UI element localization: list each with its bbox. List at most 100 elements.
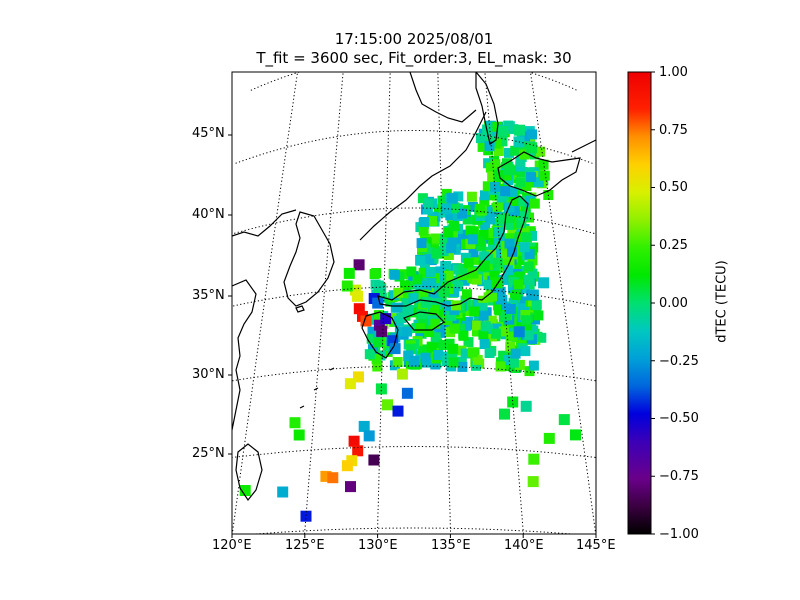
dtec-pixel [382, 346, 393, 357]
dtec-pixel [492, 257, 503, 268]
dtec-point [353, 303, 365, 315]
dtec-pixel [508, 124, 519, 135]
parallel-line [232, 446, 596, 459]
coastline-segment [313, 387, 319, 391]
dtec-point [507, 396, 519, 408]
dtec-pixel [501, 170, 512, 181]
dtec-pixel [449, 202, 460, 213]
dtec-pixel [521, 315, 531, 326]
dtec-pixel [487, 291, 497, 302]
dtec-pixel [484, 348, 495, 358]
dtec-pixel [480, 222, 491, 233]
dtec-pixel [510, 348, 521, 359]
dtec-pixel [505, 331, 516, 342]
dtec-point [353, 259, 365, 271]
dtec-pixel [488, 190, 499, 201]
dtec-pixel [492, 201, 503, 212]
dtec-pixel [468, 228, 479, 239]
dtec-point [528, 453, 540, 465]
dtec-pixels [239, 120, 581, 522]
dtec-pixel [430, 332, 441, 343]
coastline-segment [235, 443, 263, 502]
lat-label-30: 30°N [192, 367, 225, 382]
dtec-pixel [516, 218, 527, 228]
colorbar-label: dTEC (TECU) [714, 260, 730, 343]
meridian-line [304, 72, 344, 534]
lon-label-135: 135°E [431, 538, 471, 553]
dtec-pixel [489, 270, 500, 281]
dtec-pixel [498, 326, 509, 337]
dtec-point [440, 203, 452, 215]
dtec-pixel [532, 331, 543, 342]
dtec-pixel [420, 352, 431, 363]
dtec-pixel [371, 353, 382, 364]
lat-label-40: 40°N [192, 207, 225, 222]
dtec-pixel [482, 181, 493, 192]
dtec-pixel [503, 265, 514, 276]
dtec-pixel [515, 177, 526, 188]
dtec-point [526, 142, 538, 154]
dtec-pixel [497, 136, 508, 147]
dtec-pixel [504, 202, 515, 213]
dtec-pixel [372, 361, 383, 372]
dtec-point [396, 368, 408, 380]
dtec-pixel [493, 227, 503, 238]
dtec-pixel [449, 323, 460, 334]
dtec-pixel [499, 250, 510, 261]
dtec-pixel [468, 247, 479, 258]
dtec-point [376, 325, 388, 337]
dtec-point [300, 510, 312, 522]
dtec-point [239, 485, 251, 496]
dtec-pixel [490, 182, 501, 192]
dtec-pixel [443, 250, 454, 260]
dtec-pixel [495, 237, 505, 248]
parallel-line [232, 207, 596, 235]
dtec-pixel [504, 213, 515, 223]
dtec-pixel [510, 290, 521, 300]
dtec-pixel [515, 156, 526, 167]
dtec-pixel [458, 330, 469, 341]
dtec-pixel [414, 279, 425, 290]
dtec-pixel [467, 201, 478, 212]
dtec-pixel [373, 310, 384, 321]
dtec-point [293, 429, 305, 441]
dtec-point [352, 445, 364, 457]
dtec-pixel [462, 289, 472, 300]
dtec-pixel [533, 310, 544, 321]
dtec-pixel [402, 326, 412, 337]
dtec-pixel [527, 129, 537, 140]
dtec-pixel [400, 280, 410, 291]
dtec-pixel [392, 357, 403, 367]
dtec-pixel [483, 279, 494, 290]
dtec-point [467, 267, 479, 279]
dtec-pixel [478, 310, 489, 321]
dtec-point [358, 420, 370, 432]
dtec-point [514, 124, 525, 136]
dtec-pixel [367, 313, 378, 324]
coastline-segment [571, 139, 596, 153]
dtec-pixel [415, 323, 426, 334]
dtec-pixel [445, 210, 456, 221]
dtec-pixel [490, 159, 501, 170]
cb-tick-1: 1.00 [659, 65, 688, 80]
dtec-pixel [415, 255, 426, 266]
dtec-pixel [450, 300, 461, 311]
dtec-pixel [471, 274, 482, 285]
dtec-pixel [418, 267, 429, 278]
meridian-line [529, 72, 596, 534]
coastline-segment [299, 405, 305, 409]
dtec-point [353, 371, 364, 383]
dtec-pixel [393, 287, 404, 298]
dtec-pixel [467, 234, 478, 245]
dtec-pixel [405, 279, 416, 290]
dtec-pixel [471, 326, 482, 337]
dtec-pixel [452, 264, 463, 275]
dtec-point [401, 387, 413, 399]
dtec-pixel [463, 258, 474, 269]
dtec-pixel [435, 307, 446, 318]
dtec-pixel [516, 296, 527, 307]
graticule-lines [232, 72, 596, 534]
dtec-point [343, 267, 355, 279]
dtec-pixel [369, 269, 380, 279]
coastline-segment [283, 211, 335, 307]
